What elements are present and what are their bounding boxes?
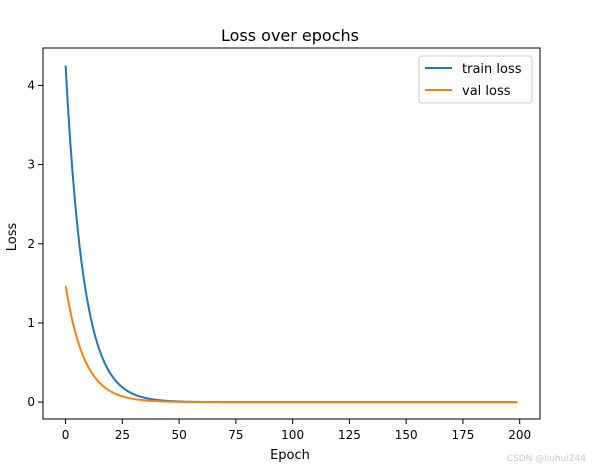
watermark: CSDN @liuhui244	[506, 454, 586, 464]
y-tick-label: 3	[27, 158, 35, 172]
series-line-1	[64, 285, 518, 404]
x-tick-label: 150	[395, 428, 418, 442]
legend-label: train loss	[462, 62, 522, 77]
x-tick-label: 25	[115, 428, 130, 442]
x-tick-label: 200	[508, 428, 531, 442]
legend: train loss val loss	[418, 55, 533, 104]
x-tick-label: 175	[451, 428, 474, 442]
y-axis-label: Loss	[5, 223, 20, 252]
x-tick-label: 75	[228, 428, 243, 442]
series-line-0	[64, 65, 518, 404]
y-tick-label: 1	[27, 316, 35, 330]
chart-title: Loss over epochs	[221, 26, 359, 45]
plot-area: 0 25 50 75 100 125 150 175 200 0 1 2 3 4	[27, 47, 541, 442]
x-tick-label: 125	[338, 428, 361, 442]
y-tick-label: 4	[27, 78, 35, 92]
axes-frame	[42, 47, 541, 420]
legend-label: val loss	[462, 84, 511, 99]
y-tick-label: 0	[27, 395, 35, 409]
y-tick-label: 2	[27, 237, 35, 251]
x-tick-label: 0	[62, 428, 70, 442]
x-axis-label: Epoch	[270, 448, 310, 463]
x-tick-label: 50	[171, 428, 186, 442]
x-tick-label: 100	[281, 428, 304, 442]
